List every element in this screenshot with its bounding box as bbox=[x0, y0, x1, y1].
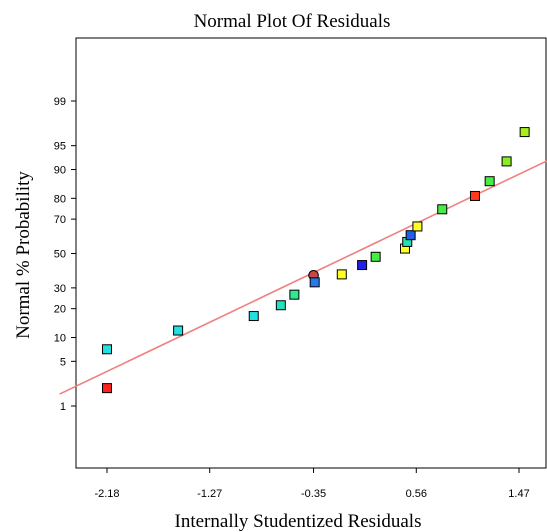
y-tick-label: 90 bbox=[54, 164, 66, 176]
x-tick-label: -0.35 bbox=[301, 488, 326, 500]
data-point bbox=[336, 269, 347, 280]
data-point bbox=[519, 127, 530, 138]
data-point bbox=[173, 325, 184, 336]
data-point bbox=[102, 344, 112, 355]
x-axis: -2.18 -1.27 -0.35 0.56 1.47 bbox=[94, 468, 530, 500]
x-tick-label: -2.18 bbox=[94, 488, 119, 500]
x-tick-label: 1.47 bbox=[508, 488, 529, 500]
data-point bbox=[248, 311, 259, 322]
data-point bbox=[405, 230, 416, 241]
y-tick-label: 80 bbox=[54, 193, 66, 205]
y-axis-label: Normal % Probability bbox=[13, 171, 34, 339]
reference-line bbox=[59, 159, 547, 395]
y-tick-label: 30 bbox=[54, 283, 66, 295]
data-point bbox=[357, 260, 368, 271]
y-axis: 1 5 10 20 30 50 70 80 90 95 99 bbox=[54, 96, 76, 413]
y-tick-label: 70 bbox=[54, 214, 66, 226]
data-point bbox=[309, 277, 320, 288]
reference-line-group bbox=[59, 159, 547, 395]
y-tick-label: 5 bbox=[60, 356, 66, 368]
y-tick-label: 99 bbox=[54, 96, 66, 108]
y-tick-label: 10 bbox=[54, 333, 66, 345]
data-point bbox=[102, 383, 112, 394]
data-points bbox=[102, 127, 530, 394]
y-tick-label: 1 bbox=[60, 401, 66, 413]
data-point bbox=[275, 300, 286, 311]
data-point bbox=[370, 251, 381, 262]
plot-frame bbox=[75, 37, 547, 469]
y-tick-label: 50 bbox=[54, 249, 66, 261]
data-point bbox=[469, 190, 480, 201]
y-tick-label: 20 bbox=[54, 304, 66, 316]
data-point bbox=[412, 221, 423, 232]
data-point bbox=[289, 289, 300, 300]
x-tick-label: -1.27 bbox=[197, 488, 222, 500]
data-point bbox=[501, 156, 512, 167]
data-point bbox=[484, 176, 495, 187]
chart-title: Normal Plot Of Residuals bbox=[194, 11, 391, 32]
data-point bbox=[437, 204, 448, 215]
x-tick-label: 0.56 bbox=[406, 488, 427, 500]
x-axis-label: Internally Studentized Residuals bbox=[175, 511, 422, 532]
y-tick-label: 95 bbox=[54, 141, 66, 153]
